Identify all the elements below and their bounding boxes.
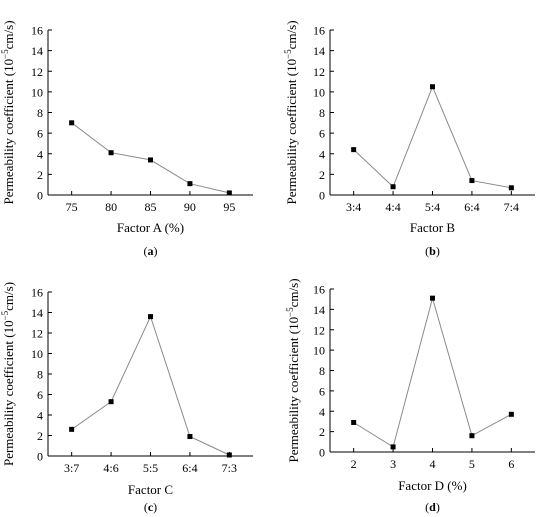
data-point: [351, 147, 357, 153]
y-axis-label: Permeability coefficient (10−5cm/s): [283, 20, 299, 204]
x-tick-label: 4:6: [103, 461, 118, 475]
x-tick-label: 3:7: [64, 461, 79, 475]
x-tick-label: 7:3: [222, 461, 237, 475]
y-tick-label: 10: [31, 85, 43, 99]
data-point: [187, 181, 193, 187]
panel-caption: (c): [144, 500, 157, 514]
x-tick-label: 80: [105, 200, 117, 214]
data-point: [430, 295, 435, 301]
y-tick-label: 12: [31, 65, 43, 79]
x-tick-label: 95: [223, 200, 235, 214]
data-point: [108, 399, 114, 405]
panel-caption: (a): [144, 244, 158, 258]
data-point: [469, 433, 475, 439]
y-tick-label: 2: [37, 429, 43, 443]
data-point: [148, 157, 153, 163]
data-point: [69, 426, 75, 432]
y-tick-label: 6: [37, 388, 43, 402]
y-tick-label: 8: [37, 368, 43, 382]
chart-panel-c: 0 2 4 6 8 10 12 14 16 3:7 4:6 5:5 6:4 7:3 Factor C Perm…: [0, 282, 253, 514]
series-line: [353, 85, 512, 189]
x-tick-label: 75: [66, 200, 78, 214]
y-tick-label: 16: [31, 24, 43, 38]
y-tick-label: 14: [31, 44, 43, 58]
chart-panel-b: 0 2 4 6 8 10 12 14 16 3:4 4:4 5:4 6:4 7:4 Factor B Perm…: [283, 20, 535, 258]
x-tick-label: 85: [145, 200, 157, 214]
y-tick-label: 14: [313, 303, 325, 317]
y-tick-label: 6: [319, 384, 325, 398]
data-point: [390, 184, 396, 190]
chart-panel-a: 0 2 4 6 8 10 12 14 16 75 80 85 90 95 Factor A (%) Perme…: [0, 20, 253, 258]
y-tick-label: 10: [31, 347, 43, 361]
data-point: [390, 444, 396, 450]
data-point: [148, 314, 153, 320]
y-tick-label: 16: [313, 283, 325, 297]
y-tick-label: 6: [37, 127, 43, 141]
y-tick-label: 0: [319, 446, 325, 460]
y-tick-label: 4: [37, 409, 43, 423]
y-tick-label: 12: [31, 327, 43, 341]
y-tick-label: 10: [313, 85, 325, 99]
y-tick-label: 0: [37, 189, 43, 203]
x-tick-label: 3:4: [346, 200, 361, 214]
y-tick-label: 16: [31, 286, 43, 300]
series-line: [353, 296, 512, 448]
x-tick-label: 6:4: [464, 200, 479, 214]
series-line: [71, 315, 230, 456]
x-tick-label: 6:4: [182, 461, 197, 475]
y-axis-label: Permeability coefficient (10−5cm/s): [0, 282, 16, 466]
data-point: [187, 434, 193, 440]
y-tick-label: 0: [37, 450, 43, 464]
x-axis-label: Factor C: [128, 482, 173, 497]
x-tick-label: 5:5: [143, 461, 158, 475]
x-tick-label: 3: [390, 457, 396, 471]
y-tick-label: 2: [319, 168, 325, 182]
x-tick-label: 6: [508, 457, 514, 471]
y-tick-label: 4: [37, 147, 43, 161]
y-tick-label: 8: [319, 106, 325, 120]
data-point: [508, 185, 514, 191]
data-point: [226, 190, 232, 196]
y-tick-label: 2: [319, 425, 325, 439]
y-tick-label: 4: [319, 147, 325, 161]
y-tick-label: 4: [319, 405, 325, 419]
data-point: [69, 120, 75, 126]
x-tick-label: 90: [184, 200, 196, 214]
y-tick-label: 2: [37, 168, 43, 182]
panel-caption: (b): [425, 244, 440, 258]
data-point: [351, 419, 357, 425]
y-tick-label: 10: [313, 344, 325, 358]
y-tick-label: 6: [319, 127, 325, 141]
x-tick-label: 4: [430, 457, 436, 471]
x-tick-label: 5:4: [425, 200, 440, 214]
y-tick-label: 12: [313, 65, 325, 79]
x-axis-label: Factor B: [410, 220, 455, 235]
x-tick-label: 4:4: [385, 200, 400, 214]
y-tick-label: 16: [313, 24, 325, 38]
x-axis-label: Factor D (%): [398, 478, 467, 493]
x-tick-label: 5: [469, 457, 475, 471]
x-tick-label: 2: [351, 457, 357, 471]
data-point: [430, 84, 435, 90]
y-axis-label: Permeability coefficient (10−5cm/s): [285, 278, 301, 462]
data-point: [226, 452, 232, 458]
y-tick-label: 0: [319, 189, 325, 203]
y-tick-label: 12: [313, 323, 325, 337]
x-axis-label: Factor A (%): [117, 220, 184, 235]
x-tick-label: 7:4: [504, 200, 519, 214]
y-tick-label: 14: [313, 44, 325, 58]
panel-caption: (d): [425, 500, 440, 514]
y-tick-label: 8: [319, 364, 325, 378]
y-tick-label: 14: [31, 306, 43, 320]
y-axis-label: Permeability coefficient (10−5cm/s): [0, 20, 16, 204]
data-point: [508, 411, 514, 417]
data-point: [108, 150, 114, 156]
data-point: [469, 178, 475, 184]
chart-panel-d: 0 2 4 6 8 10 12 14 16 2 3 4 5 6 Factor D (%) Permeabili…: [285, 278, 535, 514]
y-tick-label: 8: [37, 106, 43, 120]
